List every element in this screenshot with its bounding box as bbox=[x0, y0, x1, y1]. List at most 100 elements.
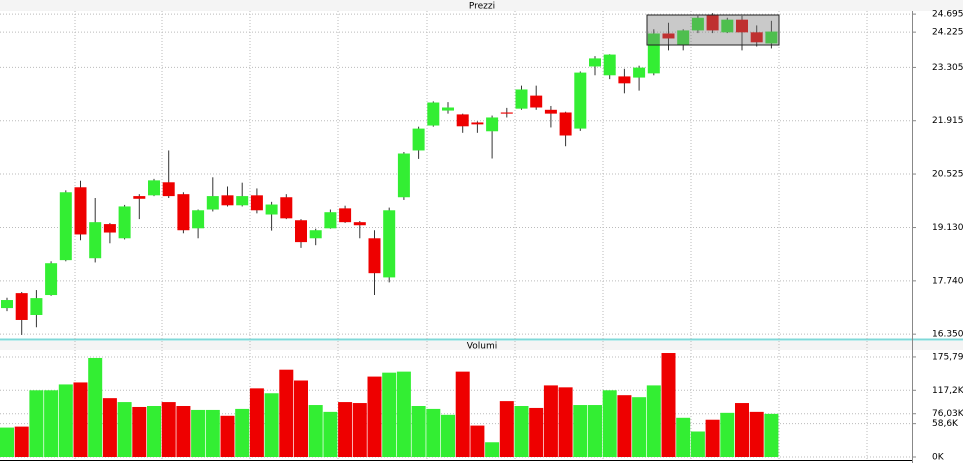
volume-bar bbox=[499, 401, 514, 457]
candle-body bbox=[662, 33, 675, 39]
volume-bar bbox=[0, 427, 14, 457]
candle-body bbox=[691, 17, 704, 31]
candle-body bbox=[456, 114, 469, 127]
candle-body bbox=[397, 153, 410, 198]
volume-bar bbox=[147, 406, 161, 457]
candle-body bbox=[530, 95, 543, 108]
candle-body bbox=[30, 298, 43, 315]
candle-body bbox=[265, 204, 278, 215]
price-title: Prezzi bbox=[469, 2, 495, 12]
volume-bar bbox=[220, 415, 235, 457]
volume-bar bbox=[705, 419, 720, 457]
candle-body bbox=[736, 19, 748, 33]
vertical-grid bbox=[74, 11, 868, 460]
volume-bar bbox=[14, 426, 29, 457]
volume-bar bbox=[573, 405, 588, 457]
candle-body bbox=[192, 210, 205, 229]
volume-bar bbox=[588, 405, 602, 457]
volume-bar bbox=[749, 411, 764, 457]
volume-bar bbox=[441, 414, 455, 457]
volume-bar bbox=[44, 390, 59, 457]
candle-body bbox=[103, 224, 116, 233]
y-tick-label: 175,79K bbox=[932, 352, 963, 362]
candle-body bbox=[589, 58, 601, 67]
volume-bar bbox=[558, 387, 573, 457]
y-tick-label: 16.350 bbox=[932, 330, 963, 340]
volume-bar bbox=[235, 408, 250, 457]
candle-body bbox=[633, 67, 646, 78]
volume-bar bbox=[73, 382, 88, 457]
candle-body bbox=[339, 208, 352, 223]
candle-body bbox=[280, 197, 293, 219]
y-tick-label: 76,03K bbox=[932, 409, 963, 419]
volume-bar bbox=[102, 398, 117, 457]
candle-body bbox=[295, 220, 307, 243]
selection-box bbox=[646, 14, 780, 46]
volume-bar bbox=[661, 353, 676, 457]
volume-bar bbox=[764, 413, 779, 457]
candle-body bbox=[206, 196, 219, 210]
volume-bar bbox=[279, 369, 294, 457]
volume-bar bbox=[646, 385, 661, 457]
candle-body bbox=[383, 210, 396, 278]
volume-bar bbox=[602, 390, 617, 457]
volume-title: Volumi bbox=[467, 342, 497, 352]
candle-body bbox=[59, 192, 72, 261]
candle-body bbox=[250, 195, 263, 211]
candle-body bbox=[603, 54, 616, 76]
candle-body bbox=[765, 31, 778, 44]
volume-bar bbox=[323, 411, 338, 457]
candle-body bbox=[45, 263, 58, 296]
volume-bar bbox=[367, 376, 382, 457]
volume-bar bbox=[191, 409, 206, 457]
volume-bar bbox=[690, 431, 705, 457]
volume-bar bbox=[735, 403, 749, 457]
y-tick-label: 21.915 bbox=[932, 116, 963, 126]
volume-bar bbox=[338, 402, 353, 457]
candle-body bbox=[368, 238, 381, 274]
volume-bar bbox=[529, 407, 544, 457]
y-tick-label: 117,2K bbox=[932, 386, 963, 396]
volume-bar bbox=[676, 417, 691, 457]
candle-body bbox=[471, 122, 484, 125]
candle-body bbox=[500, 112, 513, 114]
volume-bar bbox=[455, 371, 470, 457]
candle-body bbox=[15, 293, 28, 320]
candle-body bbox=[236, 196, 249, 206]
candle-body bbox=[427, 102, 440, 126]
volume-bar bbox=[426, 408, 441, 457]
volume-bar bbox=[632, 397, 647, 457]
candle-body bbox=[162, 182, 175, 197]
y-tick-label: 0K bbox=[932, 453, 945, 463]
volume-bar bbox=[132, 406, 147, 457]
volume-header bbox=[0, 341, 963, 350]
candle-body bbox=[559, 112, 572, 136]
y-tick-label: 58,6K bbox=[932, 419, 959, 429]
candle-body bbox=[706, 14, 719, 31]
candle-body bbox=[1, 300, 13, 309]
candle-body bbox=[177, 194, 190, 231]
candle-body bbox=[442, 107, 454, 111]
y-tick-label: 24.695 bbox=[932, 10, 963, 20]
y-tick-label: 24.225 bbox=[932, 28, 963, 38]
candle-body bbox=[677, 30, 690, 46]
candle-body bbox=[133, 196, 146, 199]
y-tick-label: 23.305 bbox=[932, 63, 963, 73]
volume-bar bbox=[117, 402, 132, 457]
candle-body bbox=[544, 109, 557, 114]
volume-bar bbox=[617, 395, 632, 457]
candle-body bbox=[412, 128, 425, 151]
candle-body bbox=[515, 89, 528, 109]
y-tick-label: 20.525 bbox=[932, 170, 963, 180]
volume-bar bbox=[294, 380, 308, 457]
candle-body bbox=[486, 117, 499, 132]
volume-bar bbox=[382, 372, 397, 457]
candle-body bbox=[618, 76, 631, 84]
volume-bar bbox=[264, 393, 279, 457]
volume-bar bbox=[396, 371, 411, 457]
volume-bar bbox=[205, 409, 220, 457]
candle-body bbox=[324, 212, 337, 229]
volume-bar bbox=[88, 357, 103, 457]
volume-bar bbox=[161, 402, 176, 457]
volume-bar bbox=[176, 406, 191, 457]
